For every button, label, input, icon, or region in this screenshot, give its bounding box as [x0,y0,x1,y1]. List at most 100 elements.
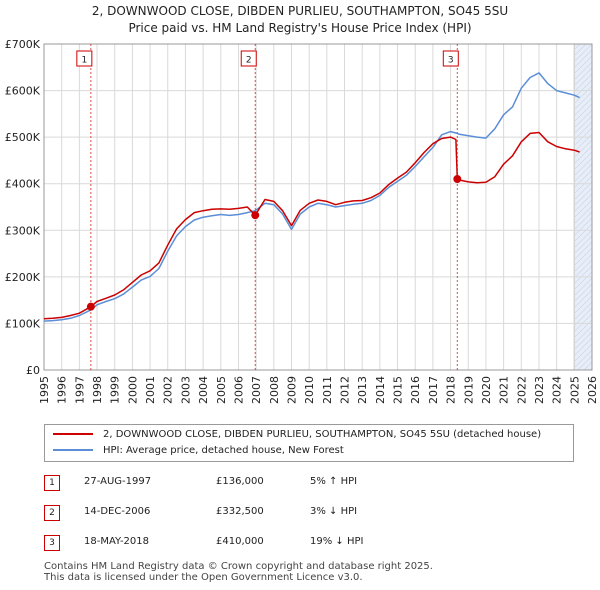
x-tick-label: 2013 [356,376,369,404]
future-hatch [574,211,592,230]
sale-date: 27-AUG-1997 [84,476,152,487]
future-hatch [574,343,592,362]
x-tick-label: 2010 [303,376,316,404]
future-hatch [574,169,592,188]
hpi-series-line [43,72,580,322]
y-tick-label: £600K [5,85,41,98]
future-hatch [574,157,592,176]
future-hatch [574,49,592,68]
x-tick-label: 1999 [109,376,122,404]
sale-number-badge: 3 [44,535,60,551]
y-tick-label: £400K [5,178,41,191]
legend: 2, DOWNWOOD CLOSE, DIBDEN PURLIEU, SOUTH… [44,424,574,462]
future-hatch [574,265,592,284]
x-tick-label: 2003 [179,376,192,404]
future-hatch [574,44,592,62]
future-hatch [574,44,587,56]
sale-date: 18-MAY-2018 [84,536,150,547]
footer-license: This data is licensed under the Open Gov… [44,572,363,583]
future-hatch [574,271,592,290]
future-hatch [574,217,592,236]
property-line-swatch-icon [53,433,93,435]
property-series-line [43,131,580,320]
x-tick-label: 2014 [374,376,387,404]
future-hatch [574,229,592,248]
x-tick-label: 2005 [215,376,228,404]
x-tick-label: 2004 [197,376,210,404]
future-hatch [574,55,592,74]
x-tick-label: 1996 [56,376,69,404]
x-tick-label: 2018 [445,376,458,404]
future-hatch [574,253,592,272]
x-tick-label: 2022 [515,376,528,404]
future-hatch [574,205,592,224]
future-hatch [574,289,592,308]
future-hatch [574,241,592,260]
sale-price: £136,000 [216,476,264,487]
x-tick-label: 2020 [480,376,493,404]
future-hatch [574,295,592,314]
sale-point [453,175,462,184]
future-hatch [574,145,592,164]
sale-hpi-diff: 19% ↓ HPI [310,536,364,547]
x-tick-label: 2008 [268,376,281,404]
x-tick-label: 2001 [144,376,157,404]
x-tick-label: 2024 [551,376,564,404]
future-hatch [574,26,592,44]
future-shade [574,44,592,370]
y-tick-label: £300K [5,224,41,237]
x-tick-label: 2021 [498,376,511,404]
x-tick-label: 2026 [586,376,599,404]
future-hatch [574,337,592,356]
future-hatch [574,44,581,50]
future-hatch [583,361,592,370]
future-hatch [574,61,592,80]
future-hatch [574,151,592,170]
x-tick-label: 2019 [462,376,475,404]
sale-price: £410,000 [216,536,264,547]
future-hatch [574,259,592,278]
sale-price: £332,500 [216,506,264,517]
x-tick-label: 2012 [339,376,352,404]
x-tick-label: 2025 [568,376,581,404]
future-hatch [574,313,592,332]
future-hatch [574,307,592,326]
x-tick-label: 2015 [392,376,405,404]
future-hatch [574,223,592,242]
y-tick-label: £200K [5,271,41,284]
future-hatch [574,301,592,320]
future-hatch [574,103,592,122]
future-hatch [574,139,592,158]
y-tick-label: £0 [26,364,40,377]
future-hatch [574,349,592,368]
future-hatch [574,73,592,92]
future-hatch [574,97,592,116]
x-tick-label: 2002 [162,376,175,404]
plot-frame [43,43,593,371]
sale-number-badge: 2 [44,505,60,521]
chart-title-line2: Price paid vs. HM Land Registry's House … [128,21,472,35]
sale-point [86,302,95,311]
x-tick-label: 2007 [250,376,263,404]
sale-point [251,211,260,220]
sale-marker-label: 3 [448,56,454,66]
future-hatch [574,325,592,344]
future-hatch [574,79,592,98]
sale-date: 14-DEC-2006 [84,506,151,517]
sale-hpi-diff: 5% ↑ HPI [310,476,358,487]
future-hatch [574,187,592,206]
future-hatch [574,175,592,194]
footer-copyright: Contains HM Land Registry data © Crown c… [44,561,433,572]
x-tick-label: 2006 [232,376,245,404]
x-tick-label: 2000 [126,376,139,404]
future-hatch [574,235,592,254]
price-chart: £0 £100K £200K £300K £400K £500K £600K £700K 199… [5,26,599,404]
x-tick-label: 1997 [73,376,86,404]
sale-marker-box [442,50,459,67]
sale-marker-label: 1 [81,56,87,66]
future-hatch [574,277,592,296]
footer: Contains HM Land Registry data © Crown c… [44,561,433,583]
future-hatch [574,181,592,200]
future-hatch [574,283,592,302]
hpi-line-swatch-icon [53,449,93,451]
